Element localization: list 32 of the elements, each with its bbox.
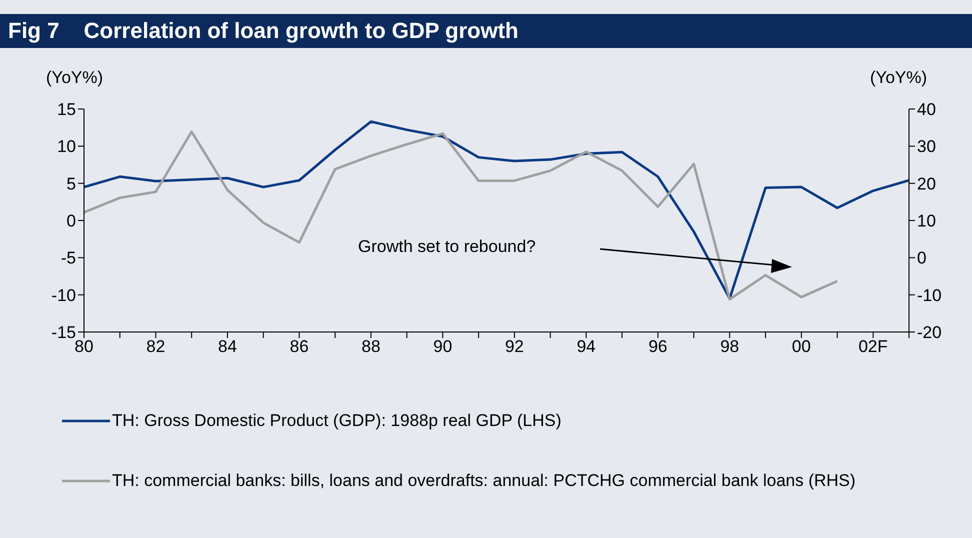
- y-tick-label: -5: [60, 248, 76, 268]
- y2-tick-label: 20: [917, 174, 936, 194]
- x-tick-label: 00: [792, 337, 811, 356]
- y-tick-label: 0: [66, 212, 76, 231]
- x-tick-label: 88: [361, 337, 380, 356]
- y-axis-title: (YoY%): [46, 68, 104, 88]
- x-tick-label: 82: [146, 337, 166, 356]
- x-tick-label: 92: [504, 337, 524, 356]
- x-tick-label: 86: [290, 337, 309, 356]
- y2-axis-title: (YoY%): [870, 68, 928, 88]
- x-tick-label: 98: [720, 337, 740, 356]
- y-tick-label: -15: [51, 323, 76, 342]
- y-tick-label: -10: [51, 286, 76, 305]
- legend-label: TH: Gross Domestic Product (GDP): 1988p real GDP (LHS): [112, 410, 562, 432]
- y-tick-label: 10: [57, 137, 76, 156]
- y-tick-label: 15: [57, 100, 76, 120]
- x-tick-label: 80: [74, 337, 94, 356]
- y2-tick-label: -20: [917, 323, 942, 342]
- y2-tick-label: 40: [917, 100, 936, 120]
- x-tick-label: 90: [433, 337, 452, 356]
- y2-tick-label: 0: [917, 248, 926, 268]
- y2-tick-label: 10: [917, 212, 936, 231]
- chart-title: Fig 7 Correlation of loan growth to GDP growth: [0, 14, 972, 48]
- x-tick-label: 96: [648, 337, 668, 356]
- legend-label: TH: commercial banks: bills, loans and overdrafts: annual: PCTCHG commercial bank loans (RHS): [112, 470, 856, 492]
- y-tick-label: 5: [66, 174, 76, 194]
- y2-tick-label: 30: [917, 137, 936, 156]
- annotation: Growth set to rebound?: [358, 237, 536, 257]
- x-tick-label: 02F: [858, 337, 888, 356]
- x-tick-label: 84: [218, 337, 237, 356]
- y2-tick-label: -10: [917, 286, 942, 305]
- x-tick-label: 94: [576, 337, 596, 356]
